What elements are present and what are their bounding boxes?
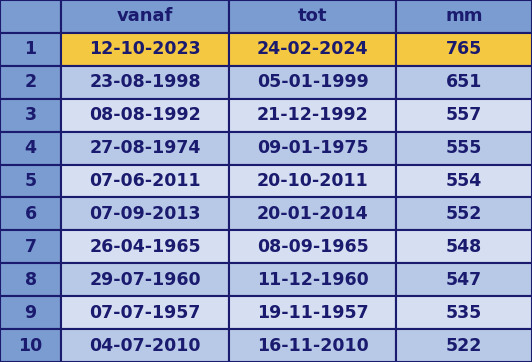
Bar xyxy=(61,197,229,230)
Text: 9: 9 xyxy=(24,304,37,321)
Text: 765: 765 xyxy=(446,41,483,58)
Bar xyxy=(229,197,396,230)
Text: 27-08-1974: 27-08-1974 xyxy=(89,139,201,157)
Text: vanaf: vanaf xyxy=(117,8,173,25)
Text: 12-10-2023: 12-10-2023 xyxy=(89,41,201,58)
Text: 554: 554 xyxy=(446,172,483,190)
Bar xyxy=(396,66,532,99)
Bar xyxy=(229,33,396,66)
Bar xyxy=(229,132,396,165)
Bar xyxy=(229,0,396,33)
Text: 548: 548 xyxy=(446,238,483,256)
Bar xyxy=(61,230,229,263)
Bar xyxy=(0,0,61,33)
Text: 5: 5 xyxy=(24,172,37,190)
Bar xyxy=(0,165,61,197)
Text: 08-08-1992: 08-08-1992 xyxy=(89,106,201,124)
Bar xyxy=(0,33,61,66)
Text: 557: 557 xyxy=(446,106,483,124)
Bar xyxy=(61,0,229,33)
Bar xyxy=(0,329,61,362)
Bar xyxy=(229,99,396,132)
Bar xyxy=(396,263,532,296)
Text: 05-01-1999: 05-01-1999 xyxy=(256,73,369,91)
Bar xyxy=(0,66,61,99)
Bar xyxy=(61,33,229,66)
Bar xyxy=(61,296,229,329)
Text: 09-01-1975: 09-01-1975 xyxy=(257,139,368,157)
Text: 21-12-1992: 21-12-1992 xyxy=(256,106,369,124)
Text: 16-11-2010: 16-11-2010 xyxy=(256,337,369,354)
Bar xyxy=(229,263,396,296)
Text: 7: 7 xyxy=(24,238,37,256)
Text: 07-09-2013: 07-09-2013 xyxy=(89,205,201,223)
Bar xyxy=(396,230,532,263)
Bar xyxy=(0,197,61,230)
Text: 555: 555 xyxy=(446,139,483,157)
Text: 1: 1 xyxy=(24,41,37,58)
Bar xyxy=(229,329,396,362)
Bar xyxy=(396,165,532,197)
Text: 8: 8 xyxy=(24,271,37,289)
Bar xyxy=(61,263,229,296)
Text: 07-07-1957: 07-07-1957 xyxy=(89,304,201,321)
Text: 3: 3 xyxy=(24,106,37,124)
Text: 6: 6 xyxy=(24,205,37,223)
Text: 11-12-1960: 11-12-1960 xyxy=(256,271,369,289)
Text: 547: 547 xyxy=(446,271,482,289)
Text: 29-07-1960: 29-07-1960 xyxy=(89,271,201,289)
Text: 20-01-2014: 20-01-2014 xyxy=(257,205,368,223)
Text: mm: mm xyxy=(445,8,483,25)
Bar xyxy=(61,66,229,99)
Text: 23-08-1998: 23-08-1998 xyxy=(89,73,201,91)
Bar xyxy=(229,230,396,263)
Bar xyxy=(0,296,61,329)
Text: 552: 552 xyxy=(446,205,483,223)
Bar xyxy=(61,165,229,197)
Text: 19-11-1957: 19-11-1957 xyxy=(257,304,368,321)
Bar xyxy=(229,165,396,197)
Bar xyxy=(61,99,229,132)
Text: 522: 522 xyxy=(446,337,483,354)
Bar xyxy=(61,329,229,362)
Bar xyxy=(0,99,61,132)
Bar xyxy=(396,197,532,230)
Text: 07-06-2011: 07-06-2011 xyxy=(89,172,201,190)
Text: 04-07-2010: 04-07-2010 xyxy=(89,337,201,354)
Text: 651: 651 xyxy=(446,73,483,91)
Bar xyxy=(0,263,61,296)
Bar xyxy=(396,329,532,362)
Bar xyxy=(396,99,532,132)
Text: 08-09-1965: 08-09-1965 xyxy=(256,238,369,256)
Bar xyxy=(0,132,61,165)
Bar xyxy=(396,0,532,33)
Text: 24-02-2024: 24-02-2024 xyxy=(257,41,368,58)
Bar xyxy=(229,66,396,99)
Bar xyxy=(396,296,532,329)
Text: 4: 4 xyxy=(24,139,37,157)
Text: 2: 2 xyxy=(24,73,37,91)
Bar xyxy=(0,230,61,263)
Bar xyxy=(229,296,396,329)
Text: 26-04-1965: 26-04-1965 xyxy=(89,238,201,256)
Text: tot: tot xyxy=(298,8,327,25)
Text: 20-10-2011: 20-10-2011 xyxy=(256,172,369,190)
Bar xyxy=(61,132,229,165)
Bar xyxy=(396,132,532,165)
Text: 535: 535 xyxy=(446,304,483,321)
Text: 10: 10 xyxy=(19,337,43,354)
Bar xyxy=(396,33,532,66)
